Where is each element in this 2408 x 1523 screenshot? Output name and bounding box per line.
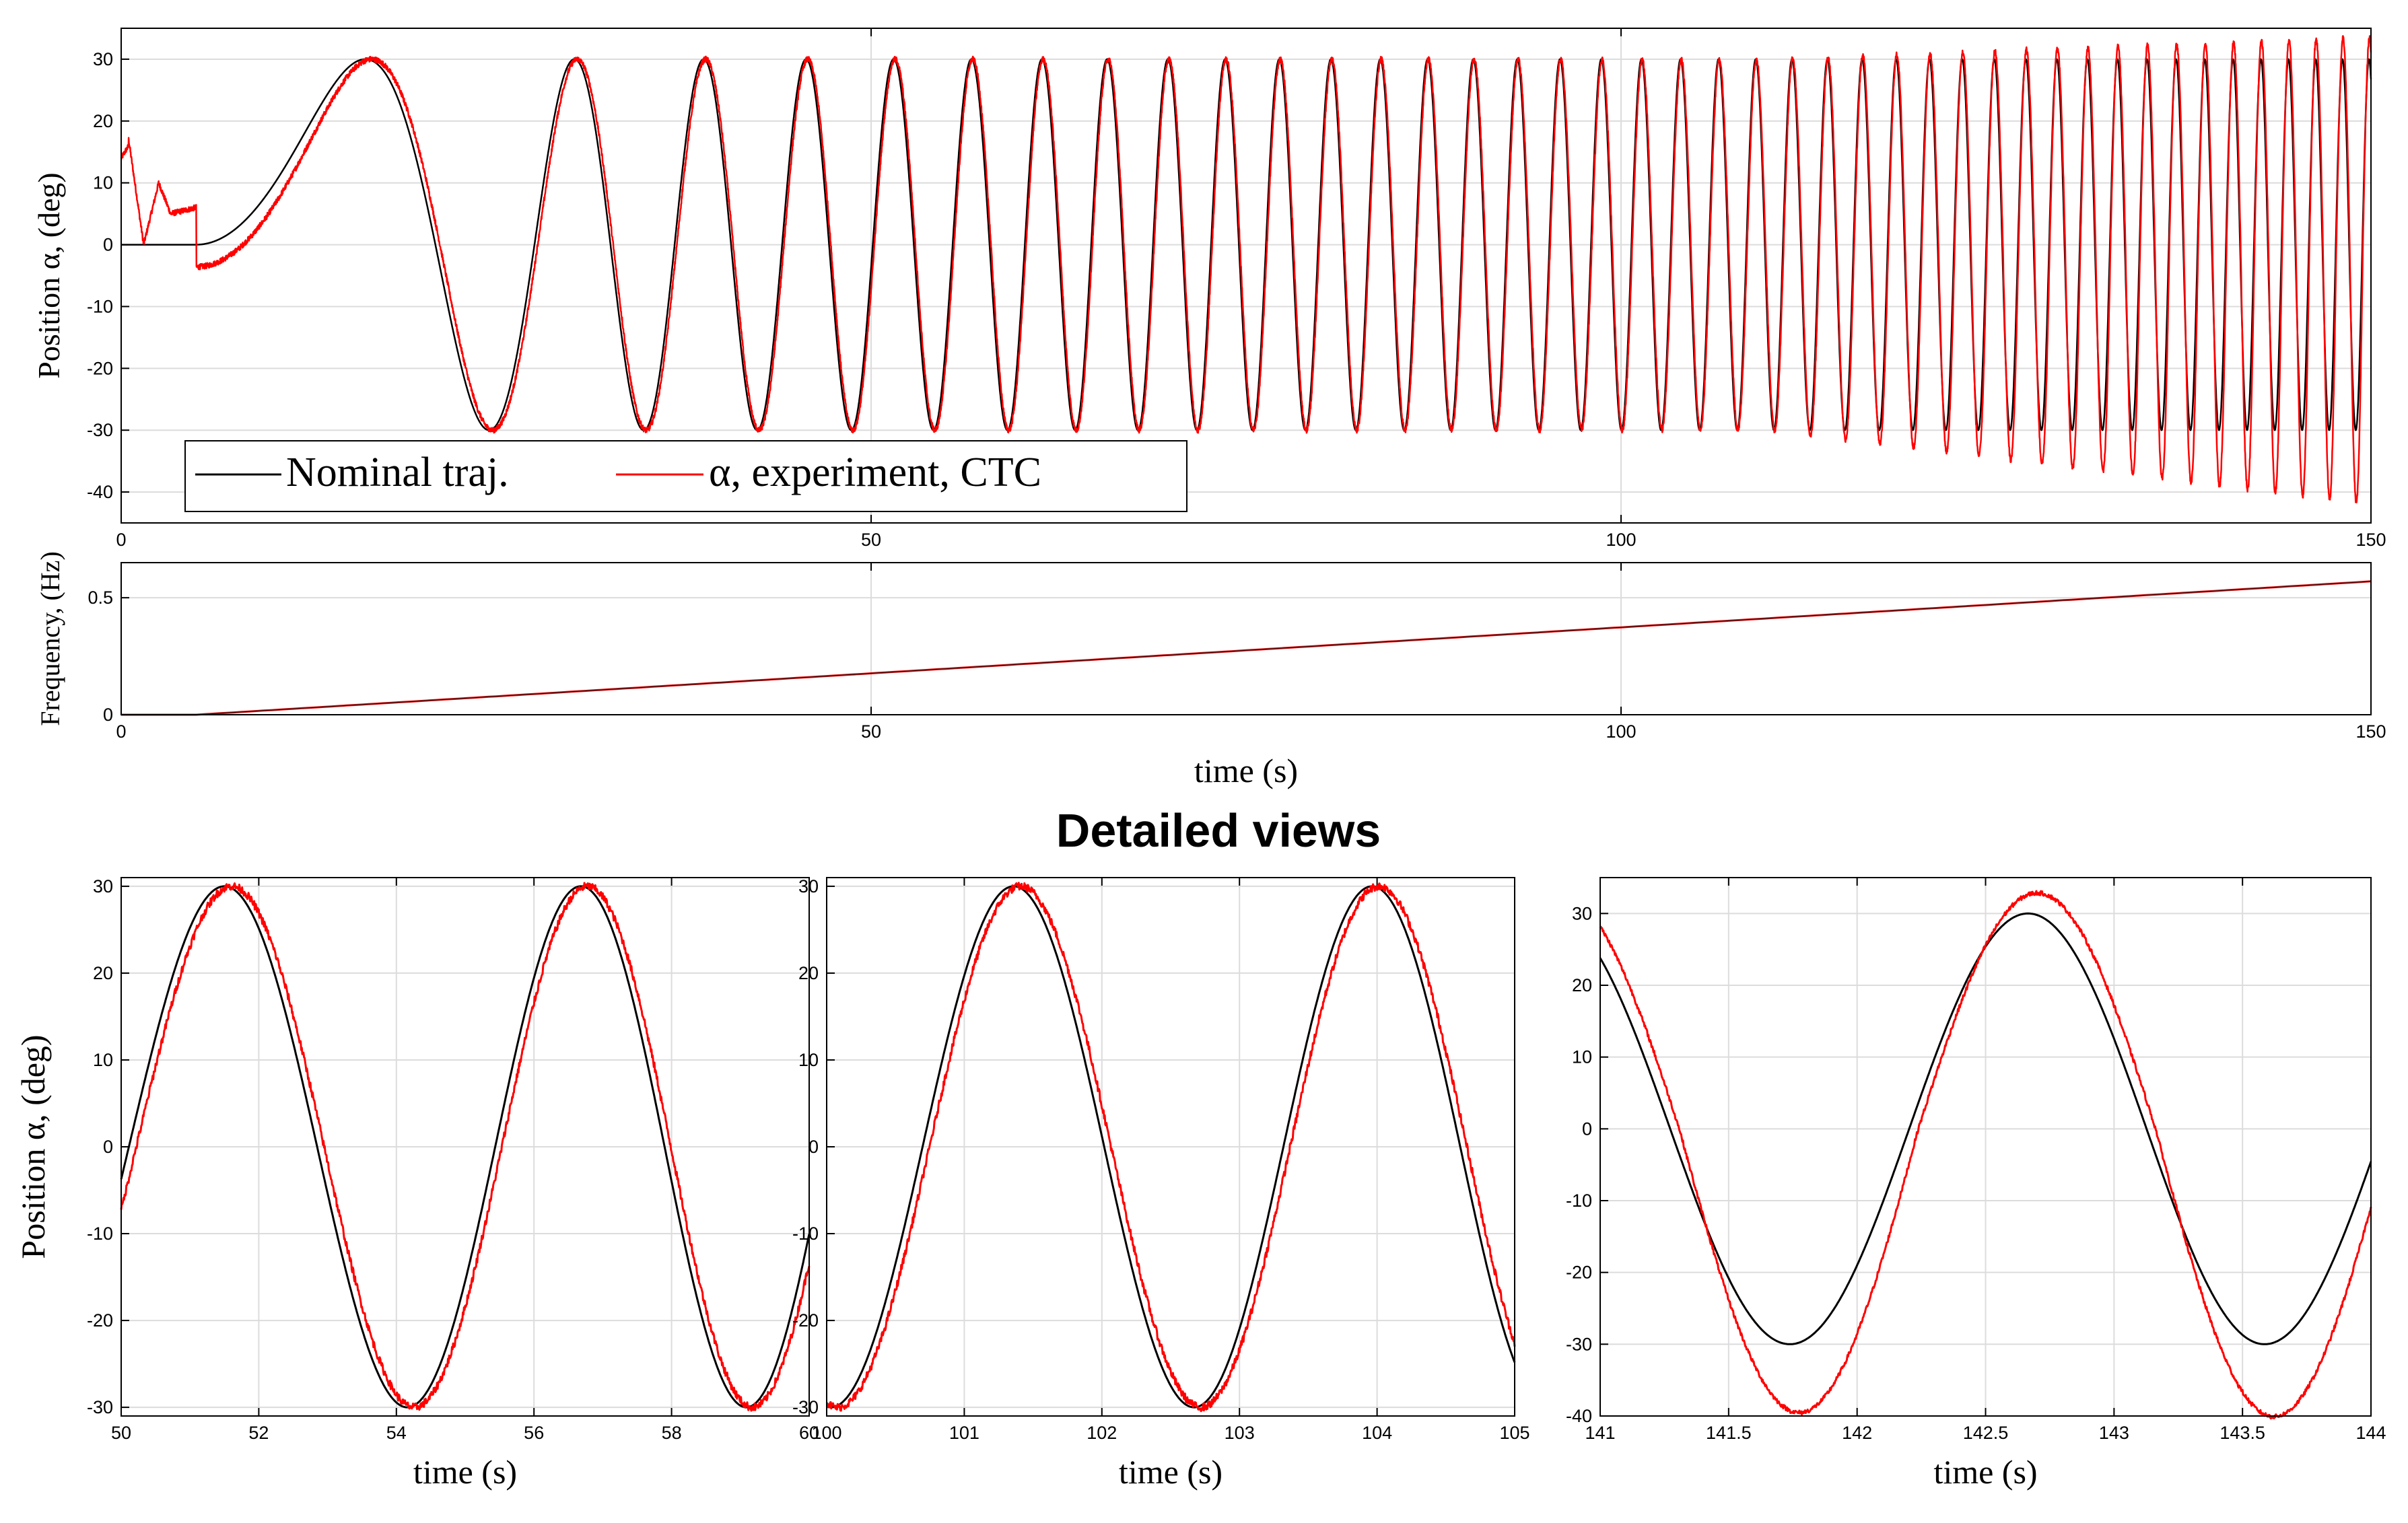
y-axis-label: Frequency, (Hz) <box>35 551 65 726</box>
y-tick-label: 0 <box>103 1137 113 1157</box>
x-tick-label: 56 <box>524 1423 544 1443</box>
y-tick-label: 20 <box>93 111 113 131</box>
y-tick-label: 0.5 <box>88 588 113 608</box>
chart-overview-position: 0 50 100 150 -40 -30 -20 -10 0 10 20 30 Position α, … <box>32 28 2386 550</box>
x-tick-label: 150 <box>2355 721 2386 742</box>
y-tick-label: 20 <box>93 963 113 983</box>
y-tick-label: -30 <box>87 420 113 440</box>
x-tick-label: 50 <box>861 530 881 550</box>
y-tick-label: -10 <box>87 1224 113 1244</box>
y-tick-label: 30 <box>798 876 819 896</box>
axes-frame <box>1599 877 2372 1417</box>
experiment-trajectory-line <box>826 882 1516 1413</box>
y-tick-label: 20 <box>798 963 819 983</box>
y-tick-label: -20 <box>792 1310 819 1331</box>
x-tick-label: 100 <box>1606 530 1636 550</box>
nominal-trajectory-line <box>121 58 2372 431</box>
legend-label-nominal: Nominal traj. <box>286 450 509 495</box>
figure-title: Detailed views <box>1056 804 1381 857</box>
x-tick-label: 105 <box>1499 1423 1529 1443</box>
nominal-trajectory-line <box>120 885 811 1409</box>
frequency-line-experiment <box>121 580 2372 716</box>
x-tick-label: 150 <box>2355 530 2386 550</box>
y-tick-label: -20 <box>87 1310 113 1331</box>
y-tick-label: 10 <box>798 1050 819 1070</box>
axes-frame <box>121 562 2372 715</box>
y-tick-label: -10 <box>87 296 113 316</box>
x-tick-label: 142.5 <box>1963 1423 2009 1443</box>
x-tick-label: 144 <box>2355 1423 2386 1443</box>
x-tick-label: 102 <box>1087 1423 1117 1443</box>
experiment-trajectory-line <box>120 882 811 1412</box>
y-tick-label: -10 <box>1566 1191 1592 1211</box>
x-tick-label: 143 <box>2099 1423 2129 1443</box>
x-tick-label: 52 <box>248 1423 269 1443</box>
y-tick-label: 30 <box>93 49 113 69</box>
chart-detail-50-60: 50 52 54 56 58 60 -30 -20 -10 0 10 20 30 Position α, … <box>14 876 819 1491</box>
x-tick-label: 100 <box>811 1423 841 1443</box>
axes-frame <box>121 877 810 1417</box>
axes-frame <box>826 877 1515 1417</box>
x-tick-label: 100 <box>1606 721 1636 742</box>
chart-overview-frequency: 0 50 100 150 0 0.5 Frequency, (Hz) time (s) <box>35 551 2386 789</box>
x-axis-label: time (s) <box>1933 1453 2037 1491</box>
x-tick-label: 142 <box>1842 1423 1872 1443</box>
x-tick-label: 103 <box>1225 1423 1255 1443</box>
x-axis-label: time (s) <box>413 1453 517 1491</box>
y-tick-label: 10 <box>93 1050 113 1070</box>
y-tick-label: 0 <box>103 705 113 725</box>
y-tick-label: -30 <box>1566 1334 1592 1354</box>
experiment-trajectory-line <box>1599 890 2372 1420</box>
chart-detail-141-144: 141 141.5 142 142.5 143 143.5 144 -40 -30 -20 -10 0… <box>1566 877 2386 1491</box>
y-axis-label: Position α, (deg) <box>32 172 66 378</box>
chart-detail-100-105: 100 101 102 103 104 105 -30 -20 -10 0 10 20 30 time (… <box>792 876 1530 1491</box>
y-tick-label: 10 <box>93 173 113 193</box>
x-tick-label: 54 <box>386 1423 407 1443</box>
x-tick-label: 141 <box>1585 1423 1615 1443</box>
y-tick-label: -20 <box>1566 1263 1592 1283</box>
legend-label-experiment: α, experiment, CTC <box>709 450 1041 495</box>
experiment-trajectory-line <box>120 35 2372 503</box>
x-tick-label: 0 <box>116 721 126 742</box>
legend: Nominal traj. α, experiment, CTC <box>184 440 1188 512</box>
x-tick-label: 141.5 <box>1706 1423 1752 1443</box>
y-tick-label: 10 <box>1572 1047 1592 1067</box>
x-axis-label: time (s) <box>1194 752 1298 789</box>
y-tick-label: 20 <box>1572 975 1592 995</box>
x-axis-label: time (s) <box>1119 1453 1223 1491</box>
x-tick-label: 0 <box>116 530 126 550</box>
y-axis-label: Position α, (deg) <box>14 1034 52 1259</box>
x-tick-label: 104 <box>1362 1423 1392 1443</box>
frequency-line-nominal <box>121 581 2372 715</box>
x-tick-label: 50 <box>861 721 881 742</box>
axes-frame <box>121 28 2372 524</box>
nominal-trajectory-line <box>826 885 1516 1409</box>
y-tick-label: -10 <box>792 1224 819 1244</box>
x-tick-label: 143.5 <box>2220 1423 2265 1443</box>
y-tick-label: 0 <box>1582 1119 1592 1139</box>
y-tick-label: 30 <box>1572 903 1592 923</box>
y-tick-label: -40 <box>1566 1406 1592 1426</box>
y-tick-label: -20 <box>87 358 113 378</box>
x-tick-label: 50 <box>111 1423 131 1443</box>
y-tick-label: -40 <box>87 482 113 502</box>
legend-box <box>184 440 1188 512</box>
x-tick-label: 60 <box>799 1423 819 1443</box>
y-tick-label: 0 <box>809 1137 819 1157</box>
x-tick-label: 58 <box>662 1423 682 1443</box>
y-tick-label: 0 <box>103 235 113 255</box>
y-tick-label: -30 <box>792 1397 819 1417</box>
y-tick-label: 30 <box>93 876 113 896</box>
x-tick-label: 101 <box>949 1423 979 1443</box>
y-tick-label: -30 <box>87 1397 113 1417</box>
